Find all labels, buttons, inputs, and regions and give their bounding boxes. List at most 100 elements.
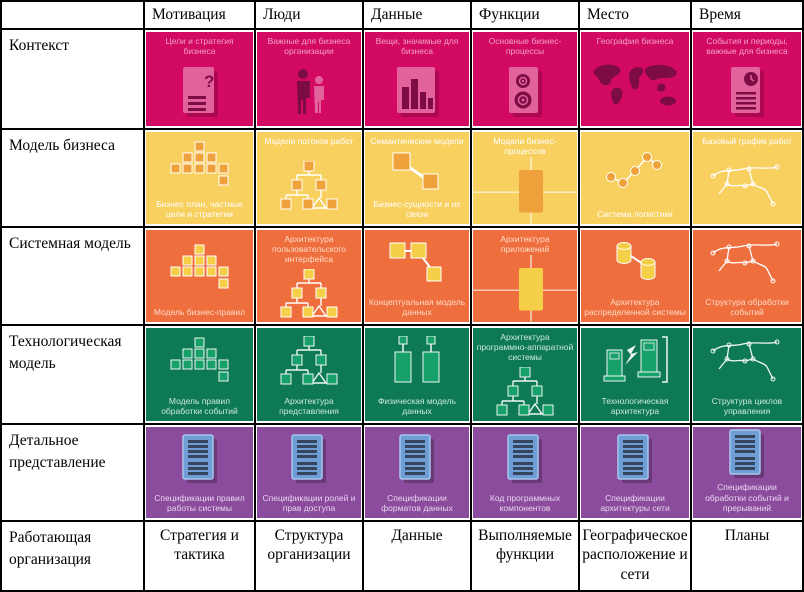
cell-caption-bottom: Концептуальная модель данных xyxy=(368,296,466,317)
framework-cell-r4-c4: Спецификации архитектуры сети xyxy=(580,425,692,522)
cell-block: Спецификации ролей и прав доступа xyxy=(257,427,361,518)
framework-cell-r2-c4: Архитектура распределенной системы xyxy=(580,228,692,326)
spec-document-icon xyxy=(146,427,253,492)
framework-cell-r1-c2: Семантические модели Бизнес-сущности и и… xyxy=(364,130,472,228)
cell-caption-top: Модели бизнес-процессов xyxy=(493,136,557,157)
sketch-network-icon xyxy=(693,328,801,395)
framework-cell-r0-c5: События и периоды, важные для бизнеса xyxy=(692,30,802,130)
footer-row-label-text: Работающая организация xyxy=(9,529,92,568)
footer-cell-3: Выполняемые функции xyxy=(472,522,580,590)
cell-caption-bottom: Модель бизнес-правил xyxy=(153,306,246,317)
cell-block: Архитектура программно-аппаратной систем… xyxy=(473,328,577,421)
footer-cell-1: Структура организации xyxy=(256,522,364,590)
document-clock-icon xyxy=(693,57,801,126)
cylinders-icon xyxy=(581,230,689,296)
framework-cell-r2-c2: Концептуальная модель данных xyxy=(364,228,472,326)
cell-block: Модель бизнес-правил xyxy=(146,230,253,322)
sketch-network-icon xyxy=(693,230,801,296)
people-icon xyxy=(257,57,361,126)
spec-document-icon xyxy=(257,427,361,492)
framework-cell-r4-c5: Спецификации обработки событий и прерыва… xyxy=(692,425,802,522)
svg-text:?: ? xyxy=(204,72,214,91)
footer-cell-text: Структура организации xyxy=(267,527,351,564)
footer-row-label: Работающая организация xyxy=(2,522,145,590)
cell-block: Спецификации обработки событий и прерыва… xyxy=(693,427,801,518)
cell-caption-bottom: Спецификации форматов данных xyxy=(381,492,453,513)
footer-cell-5: Планы xyxy=(692,522,802,590)
framework-cell-r3-c4: Технологическая архитектура xyxy=(580,326,692,425)
column-header-3: Функции xyxy=(472,2,580,30)
cell-caption-bottom: Бизнес-сущности и их связи xyxy=(373,198,461,219)
cell-caption-bottom: Спецификации правил работы системы xyxy=(154,492,245,513)
pyramid-boxes-icon xyxy=(146,132,253,198)
cell-block: Семантические модели Бизнес-сущности и и… xyxy=(365,132,469,224)
column-header-label: Данные xyxy=(371,6,423,23)
cell-block: Спецификации форматов данных xyxy=(365,427,469,518)
framework-cell-r3-c2: Физическая модель данных xyxy=(364,326,472,425)
framework-cell-r1-c3: Модели бизнес-процессов xyxy=(472,130,580,228)
framework-cell-r2-c0: Модель бизнес-правил xyxy=(145,228,256,326)
framework-cell-r2-c3: Архитектура приложений xyxy=(472,228,580,326)
framework-cell-r4-c0: Спецификации правил работы системы xyxy=(145,425,256,522)
footer-cell-2: Данные xyxy=(364,522,472,590)
framework-cell-r4-c2: Спецификации форматов данных xyxy=(364,425,472,522)
tree-boxes-icon xyxy=(257,266,361,322)
cell-caption-bottom: Архитектура распределенной системы xyxy=(584,296,686,317)
column-header-0: Мотивация xyxy=(145,2,256,30)
process-cross-icon xyxy=(473,255,577,322)
linked-boxes-2-icon xyxy=(365,147,469,197)
footer-cell-text: Географическое расположение и сети xyxy=(582,527,688,583)
footer-cell-0: Стратегия и тактика xyxy=(145,522,256,590)
framework-cell-r3-c0: Модель правил обработки событий xyxy=(145,326,256,425)
corner-cell xyxy=(2,2,145,30)
spec-document-icon xyxy=(473,427,577,492)
footer-cell-text: Стратегия и тактика xyxy=(160,527,239,564)
row-label-1: Модель бизнеса xyxy=(2,130,145,228)
framework-cell-r0-c1: Важные для бизнеса организации xyxy=(256,30,364,130)
cell-caption-top: Важные для бизнеса организации xyxy=(267,36,351,57)
cell-block: Архитектура пользовательского интерфейса xyxy=(257,230,361,322)
row-label-2: Системная модель xyxy=(2,228,145,326)
cell-block: Модель правил обработки событий xyxy=(146,328,253,421)
cell-caption-top: Архитектура программно-аппаратной систем… xyxy=(476,332,574,363)
document-question-icon: ? xyxy=(146,57,253,126)
framework-cell-r0-c3: Основные бизнес-процессы xyxy=(472,30,580,130)
framework-cell-r2-c1: Архитектура пользовательского интерфейса xyxy=(256,228,364,326)
cell-block: Модели бизнес-процессов xyxy=(473,132,577,224)
framework-cell-r1-c4: Система логистики xyxy=(580,130,692,228)
cell-caption-bottom: Код программных компонентов xyxy=(489,492,561,513)
cell-caption-top: Базовый график работ xyxy=(702,136,792,146)
row-label-text: Контекст xyxy=(9,37,70,54)
footer-cell-text: Выполняемые функции xyxy=(478,527,572,564)
framework-cell-r1-c0: Бизнес план, частные цели и стратегии xyxy=(145,130,256,228)
footer-cell-4: Географическое расположение и сети xyxy=(580,522,692,590)
cell-caption-bottom: Технологическая архитектура xyxy=(601,395,669,416)
cell-caption-top: Архитектура пользовательского интерфейса xyxy=(271,234,347,265)
network-nodes-icon xyxy=(581,132,689,208)
cell-block: Код программных компонентов xyxy=(473,427,577,518)
cell-caption-bottom: Структура обработки событий xyxy=(705,296,789,317)
cell-caption-top: География бизнеса xyxy=(596,36,674,46)
sketch-network-icon xyxy=(693,147,801,224)
tree-boxes-icon xyxy=(473,364,577,421)
cell-block: Вещи, значимые для бизнеса xyxy=(365,32,469,126)
row-label-text: Детальное представление xyxy=(9,432,106,471)
cell-caption-top: Цели и стратегия бизнеса xyxy=(165,36,234,57)
row-label-text: Системная модель xyxy=(9,235,131,252)
cell-block: Базовый график работ xyxy=(693,132,801,224)
cell-block: Модели потоков работ xyxy=(257,132,361,224)
cell-block: Основные бизнес-процессы xyxy=(473,32,577,126)
framework-cell-r0-c4: География бизнеса xyxy=(580,30,692,130)
row-label-text: Модель бизнеса xyxy=(9,137,115,154)
cell-block: Важные для бизнеса организации xyxy=(257,32,361,126)
cell-caption-bottom: Структура циклов управления xyxy=(711,395,783,416)
column-header-1: Люди xyxy=(256,2,364,30)
cell-caption-bottom: Модель правил обработки событий xyxy=(161,395,238,416)
cell-caption-top: События и периоды, важные для бизнеса xyxy=(706,36,788,57)
cell-caption-bottom: Спецификации архитектуры сети xyxy=(600,492,670,513)
cell-caption-bottom: Система логистики xyxy=(597,208,673,219)
framework-cell-r3-c5: Структура циклов управления xyxy=(692,326,802,425)
cell-block: Концептуальная модель данных xyxy=(365,230,469,322)
column-header-4: Место xyxy=(580,2,692,30)
